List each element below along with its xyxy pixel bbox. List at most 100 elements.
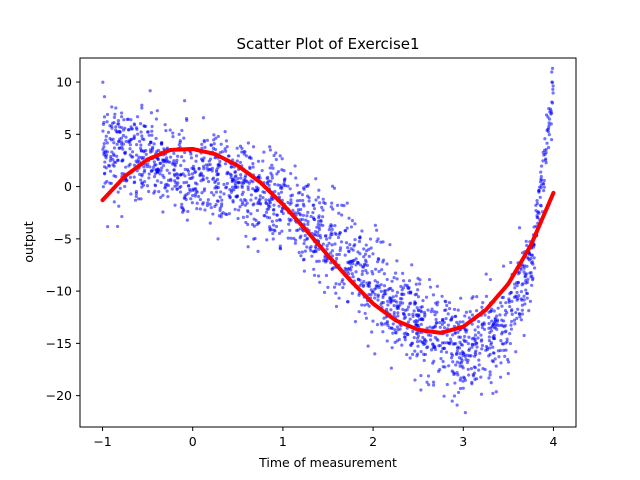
scatter-point [205,203,209,208]
scatter-point [214,170,219,174]
scatter-point [494,325,498,329]
scatter-point [480,325,485,330]
scatter-point [489,309,493,313]
scatter-point [500,318,504,322]
scatter-point [182,181,186,185]
scatter-point [477,368,481,372]
scatter-points [101,66,555,415]
scatter-point [539,204,543,208]
scatter-point [239,198,243,202]
scatter-point [101,185,105,189]
scatter-point [120,159,125,163]
scatter-point [330,243,334,247]
scatter-point [487,326,491,330]
scatter-point [416,288,420,292]
scatter-point [501,295,505,299]
scatter-point [472,371,477,375]
y-axis-label: output [21,221,36,262]
scatter-point [258,202,263,206]
scatter-point [271,231,275,236]
scatter-point [219,190,223,194]
scatter-point [438,325,442,329]
scatter-point [304,218,308,222]
scatter-point [363,311,367,316]
scatter-point [489,342,493,347]
scatter-point [455,349,460,353]
scatter-point [512,295,517,299]
scatter-point [360,303,364,307]
scatter-point [402,312,406,316]
scatter-point [429,310,433,314]
scatter-point [181,210,185,214]
scatter-point [419,373,423,378]
scatter-point [431,342,435,346]
scatter-point [229,190,233,194]
scatter-point [147,172,151,176]
scatter-point [330,249,335,253]
scatter-point [491,391,495,396]
scatter-point [116,119,121,123]
scatter-point [230,185,235,189]
scatter-point [300,250,304,254]
scatter-point [104,134,108,138]
scatter-point [207,159,211,163]
scatter-point [524,291,529,295]
scatter-point [364,243,368,247]
scatter-point [515,290,519,295]
scatter-point [528,299,533,303]
scatter-point [176,173,180,177]
scatter-point [491,345,495,349]
scatter-point [227,154,231,158]
scatter-point [509,327,513,331]
scatter-point [326,285,330,289]
scatter-point [295,199,299,203]
scatter-point [132,175,136,179]
scatter-point [225,212,229,217]
scatter-point [426,374,431,378]
scatter-point [494,390,498,394]
scatter-point [233,207,237,211]
scatter-point [517,226,522,230]
scatter-point [201,164,206,168]
scatter-point [431,361,435,365]
scatter-point [333,223,337,228]
scatter-point [245,215,249,219]
scatter-point [296,208,300,212]
scatter-point [270,219,274,223]
scatter-point [266,180,270,184]
scatter-point [123,151,127,156]
scatter-point [179,184,183,189]
scatter-point [242,180,246,184]
scatter-point [395,300,399,304]
y-tick-label: 0 [64,179,72,194]
scatter-point [105,141,109,145]
scatter-point [408,356,412,360]
scatter-point [253,188,257,192]
scatter-point [549,122,553,126]
scatter-point [121,133,126,138]
scatter-point [506,357,510,362]
scatter-point [190,172,195,176]
scatter-point [272,203,276,207]
scatter-point [222,182,226,186]
scatter-point [349,225,354,229]
scatter-point [260,168,264,173]
scatter-point [158,172,162,176]
scatter-point [126,128,131,132]
scatter-point [505,337,509,341]
scatter-point [363,252,368,256]
scatter-point [278,218,282,222]
scatter-point [542,153,546,157]
scatter-point [136,132,140,136]
scatter-point [322,259,326,263]
scatter-point [268,145,272,149]
scatter-point [202,167,206,171]
scatter-point [163,123,167,127]
scatter-point [323,234,328,238]
scatter-point [332,186,337,190]
scatter-point [270,163,274,167]
scatter-point [316,274,321,278]
scatter-point [547,133,551,137]
scatter-point [194,159,198,163]
scatter-point [375,260,380,264]
